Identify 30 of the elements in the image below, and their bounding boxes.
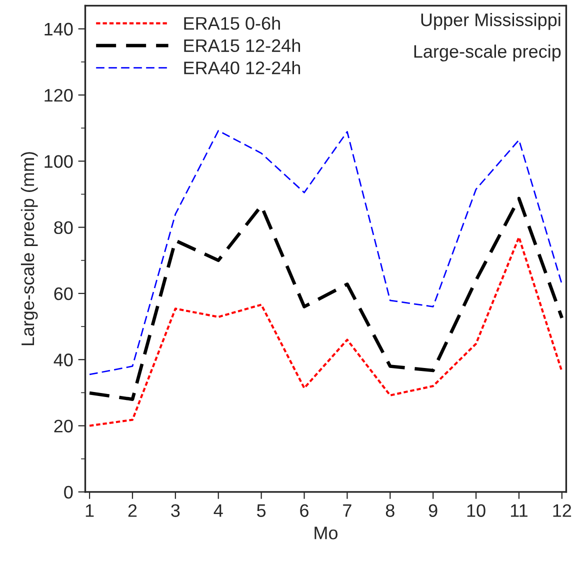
x-tick-label: 12 <box>553 504 572 517</box>
y-axis-title: Large-scale precip (mm) <box>20 152 38 346</box>
y-tick-label: 20 <box>54 420 73 432</box>
x-axis-title: Mo <box>314 526 338 540</box>
x-tick-label: 7 <box>343 504 352 517</box>
y-tick-label: 120 <box>44 88 73 102</box>
line-series <box>88 236 563 427</box>
y-tick-label: 80 <box>54 221 73 234</box>
y-tick-label: 0 <box>64 486 73 499</box>
annotation: Upper Mississippi <box>421 12 560 30</box>
legend-label: ERA40 12-24h <box>184 61 300 74</box>
y-tick-label: 100 <box>44 155 73 168</box>
y-tick-label: 60 <box>54 287 73 300</box>
x-tick-label: 8 <box>386 504 394 517</box>
x-tick-label: 10 <box>467 504 486 517</box>
x-tick-label: 4 <box>214 504 223 517</box>
line-series <box>88 130 563 376</box>
x-tick-label: 6 <box>300 504 308 517</box>
x-tick-label: 2 <box>128 504 137 517</box>
y-tick-label: 140 <box>44 22 73 36</box>
x-tick-label: 1 <box>86 504 94 517</box>
x-tick-label: 3 <box>171 504 180 517</box>
legend-label: ERA15 0-6h <box>184 16 280 30</box>
x-tick-label: 5 <box>257 504 266 517</box>
line-series <box>88 196 564 401</box>
x-tick-label: 11 <box>510 504 528 517</box>
y-tick-label: 40 <box>54 354 73 366</box>
x-tick-label: 9 <box>428 504 438 517</box>
annotation: Large-scale precip <box>414 44 561 62</box>
legend-label: ERA15 12-24h <box>184 38 300 52</box>
